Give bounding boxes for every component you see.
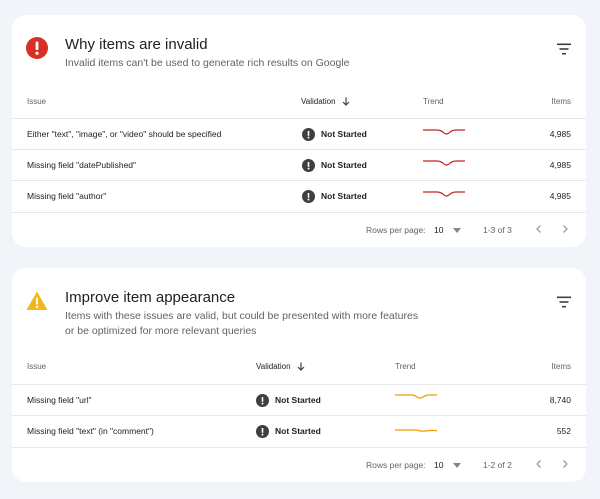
error-icon [26, 37, 48, 59]
table-row[interactable]: Either "text", "image", or "video" shoul… [12, 118, 586, 150]
card-subtitle: Items with these issues are valid, but c… [65, 310, 419, 337]
validation-status: Not Started [256, 392, 321, 408]
table-row[interactable]: Missing field "text" (in "comment") Not … [12, 415, 586, 448]
column-validation[interactable]: Validation [256, 362, 305, 372]
filter-icon[interactable] [557, 296, 571, 308]
validation-label: Not Started [321, 129, 367, 139]
table-pagination: Rows per page: 10 1-3 of 3 [12, 220, 586, 240]
items-count: 4,985 [549, 191, 571, 201]
dropdown-arrow-icon [453, 227, 462, 233]
validation-status: Not Started [302, 157, 367, 173]
dropdown-arrow-icon [453, 462, 462, 468]
validation-label: Not Started [321, 160, 367, 170]
card-title: Improve item appearance [65, 289, 236, 306]
trend-sparkline [423, 160, 465, 166]
issue-name: Either "text", "image", or "video" shoul… [27, 129, 222, 139]
status-exclamation-icon [256, 424, 269, 438]
improve-appearance-card: Improve item appearance Items with these… [12, 268, 586, 482]
sort-down-arrow-icon [297, 362, 304, 372]
column-items: Items [551, 362, 571, 371]
card-subtitle: Invalid items can't be used to generate … [65, 57, 350, 69]
rows-per-page-select[interactable]: 10 [434, 221, 462, 239]
column-issue: Issue [27, 97, 47, 106]
card-title: Why items are invalid [65, 36, 208, 53]
sort-down-arrow-icon [342, 97, 349, 107]
column-trend: Trend [395, 362, 416, 371]
table-header: Issue Validation Trend Items [12, 362, 586, 376]
column-issue: Issue [27, 362, 47, 371]
table-row[interactable]: Missing field "datePublished" Not Starte… [12, 149, 586, 181]
rows-per-page-select[interactable]: 10 [434, 456, 462, 474]
trend-sparkline [395, 394, 437, 399]
status-exclamation-icon [302, 189, 315, 203]
trend-sparkline [395, 429, 437, 432]
validation-status: Not Started [256, 423, 321, 439]
chevron-left-icon[interactable] [532, 222, 546, 236]
table-pagination: Rows per page: 10 1-2 of 2 [12, 455, 586, 475]
chevron-right-icon[interactable] [558, 222, 572, 236]
issue-name: Missing field "datePublished" [27, 160, 137, 170]
status-exclamation-icon [302, 158, 315, 172]
validation-label: Not Started [321, 191, 367, 201]
issue-name: Missing field "url" [27, 395, 92, 405]
rows-per-page-value: 10 [434, 225, 444, 235]
chevron-left-icon[interactable] [532, 457, 546, 471]
items-count: 4,985 [549, 129, 571, 139]
status-exclamation-icon [256, 393, 269, 407]
rows-per-page-value: 10 [434, 460, 444, 470]
warning-icon [26, 291, 48, 310]
column-validation[interactable]: Validation [301, 97, 350, 107]
column-trend: Trend [423, 97, 444, 106]
invalid-items-card: Why items are invalid Invalid items can'… [12, 15, 586, 247]
rows-per-page-label: Rows per page: [366, 460, 426, 470]
table-row[interactable]: Missing field "url" Not Started 8,740 [12, 384, 586, 416]
trend-sparkline [423, 191, 465, 197]
column-items: Items [551, 97, 571, 106]
status-exclamation-icon [302, 127, 315, 141]
validation-label: Not Started [275, 395, 321, 405]
column-validation-label: Validation [301, 97, 336, 106]
column-validation-label: Validation [256, 362, 291, 371]
table-header: Issue Validation Trend Items [12, 97, 586, 111]
issue-name: Missing field "text" (in "comment") [27, 426, 154, 436]
validation-status: Not Started [302, 126, 367, 142]
trend-sparkline [423, 129, 465, 135]
chevron-right-icon[interactable] [558, 457, 572, 471]
rows-per-page-label: Rows per page: [366, 225, 426, 235]
page-range: 1-3 of 3 [483, 225, 512, 235]
validation-label: Not Started [275, 426, 321, 436]
filter-icon[interactable] [557, 43, 571, 55]
items-count: 4,985 [549, 160, 571, 170]
items-count: 8,740 [549, 395, 571, 405]
table-row[interactable]: Missing field "author" Not Started 4,985 [12, 180, 586, 213]
page-range: 1-2 of 2 [483, 460, 512, 470]
items-count: 552 [556, 426, 571, 436]
issue-name: Missing field "author" [27, 191, 107, 201]
validation-status: Not Started [302, 188, 367, 204]
